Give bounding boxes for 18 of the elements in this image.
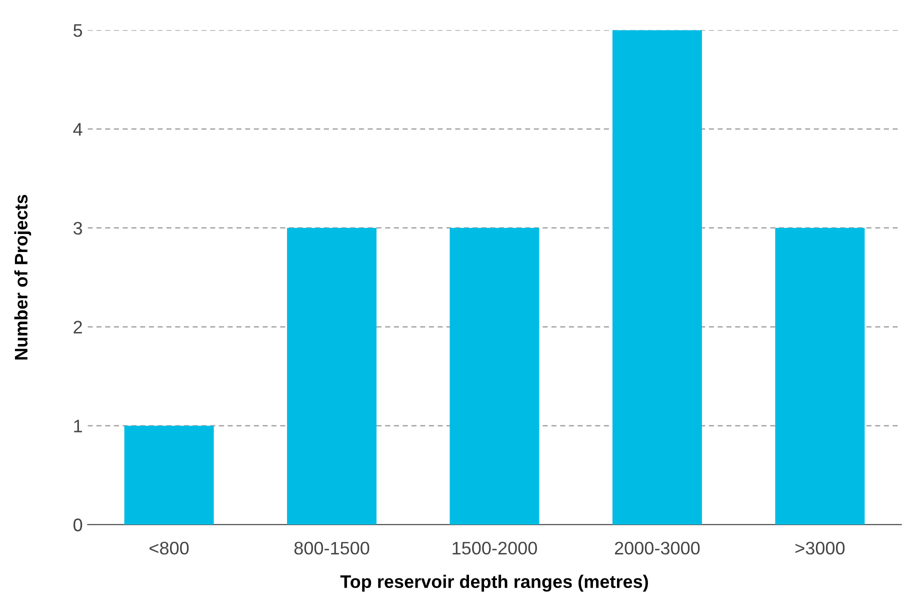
- bar: [124, 426, 214, 525]
- bar: [612, 30, 702, 525]
- y-tick-label: 2: [74, 320, 82, 334]
- y-tick-label: 1: [74, 420, 82, 432]
- y-tick-label: 4: [73, 123, 82, 136]
- y-tick-label: 3: [73, 222, 82, 235]
- x-tick-label: >3000: [795, 542, 845, 555]
- x-tick-label: 800-1500: [294, 542, 370, 555]
- bar: [287, 228, 377, 525]
- x-tick-label: 1500-2000: [452, 542, 537, 555]
- bar: [775, 228, 865, 525]
- x-tick-label: 2000-3000: [614, 542, 700, 555]
- bar: [450, 228, 540, 525]
- x-axis-title: Top reservoir depth ranges (metres): [340, 574, 648, 592]
- y-tick-label: 0: [73, 518, 82, 532]
- x-tick-label: <800: [150, 542, 189, 555]
- y-axis-title: Number of Projects: [14, 194, 32, 360]
- y-tick-label: 5: [74, 24, 82, 37]
